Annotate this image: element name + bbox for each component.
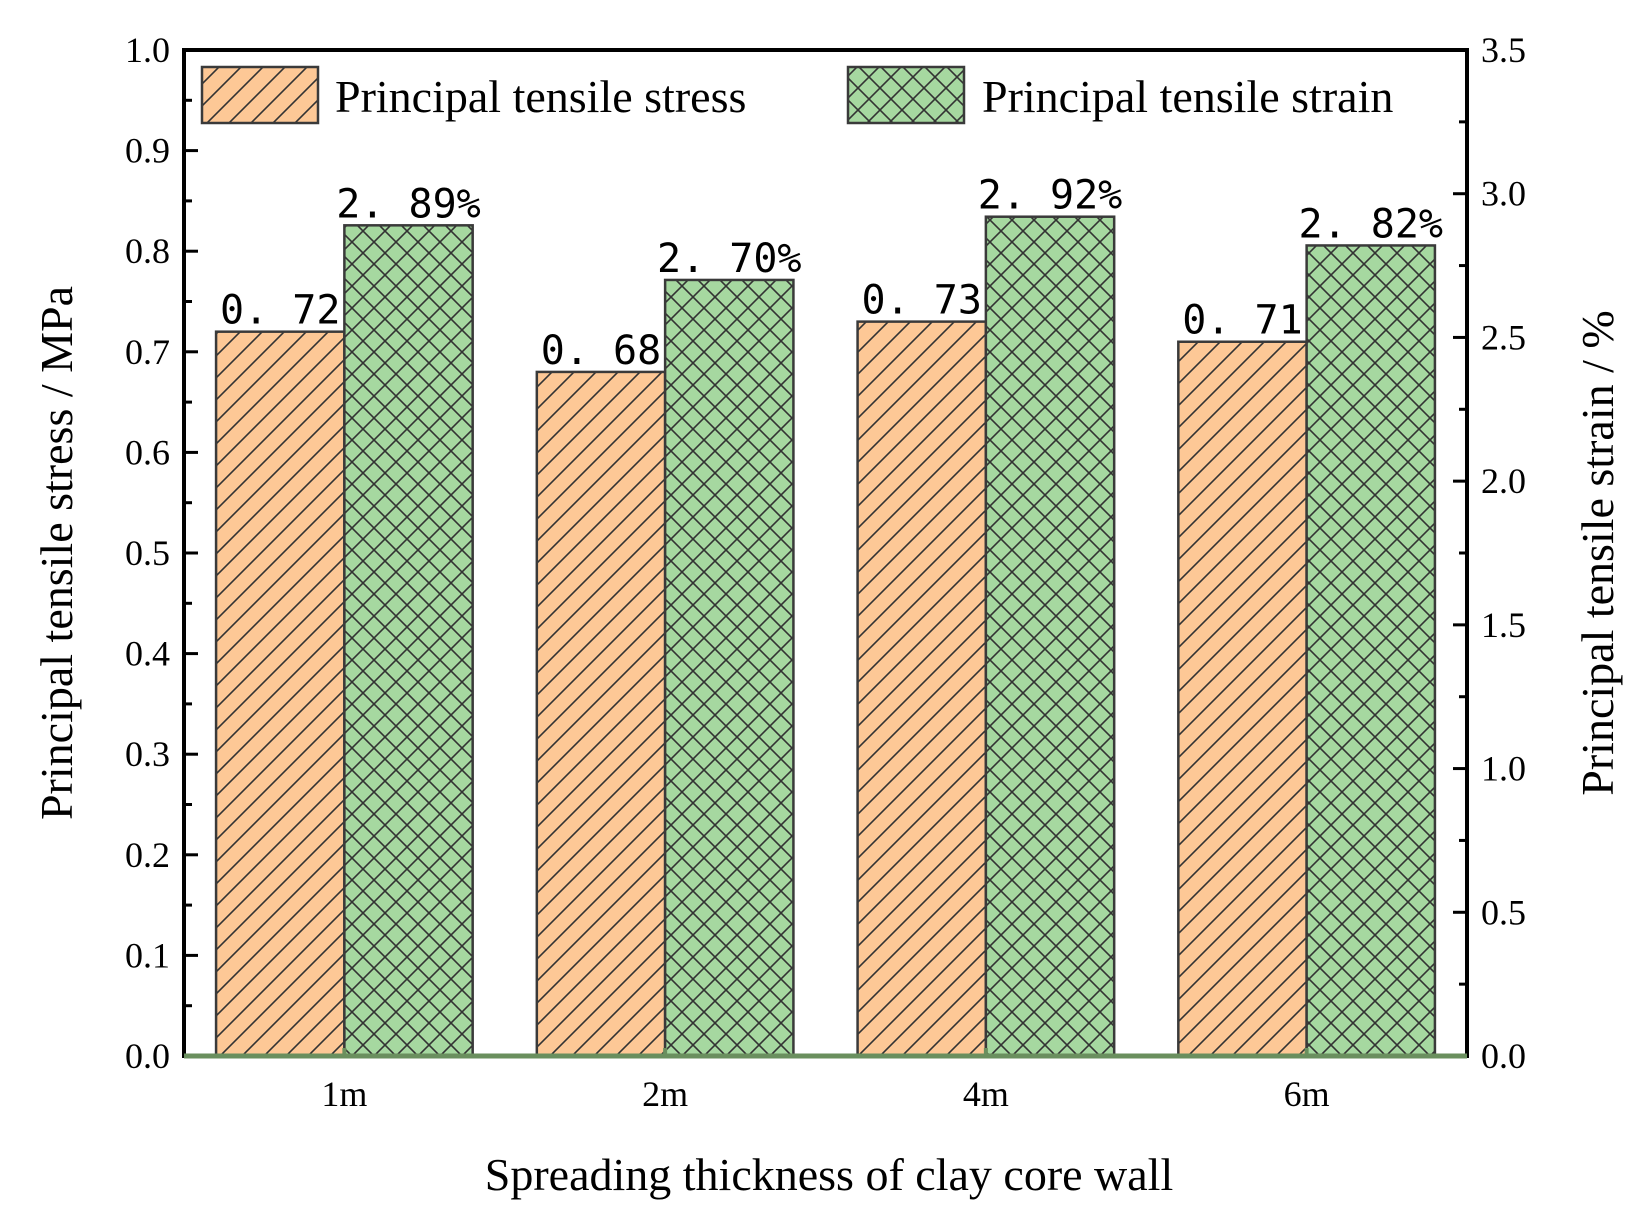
left-tick-label: 0.0 bbox=[125, 1036, 170, 1076]
right-tick-label: 3.0 bbox=[1481, 174, 1526, 214]
legend-swatch-stress bbox=[200, 65, 320, 125]
data-label-strain: 2. 92% bbox=[978, 173, 1123, 219]
bar-strain bbox=[984, 215, 1116, 1058]
bar-strain bbox=[663, 278, 795, 1058]
right-tick-label: 0.0 bbox=[1481, 1036, 1526, 1076]
left-tick-label: 0.8 bbox=[125, 231, 170, 271]
right-tick-label: 2.5 bbox=[1481, 317, 1526, 357]
left-tick-label: 0.3 bbox=[125, 734, 170, 774]
left-tick-label: 0.9 bbox=[125, 131, 170, 171]
y-axis-title-left: Principal tensile stress / MPa bbox=[31, 286, 82, 820]
right-tick-label: 0.5 bbox=[1481, 892, 1526, 932]
legend-label-stress: Principal tensile stress bbox=[335, 71, 746, 122]
right-tick-label: 3.5 bbox=[1481, 30, 1526, 70]
bars bbox=[214, 215, 1437, 1058]
x-tick-label: 4m bbox=[963, 1074, 1009, 1114]
legend-swatch-strain bbox=[846, 65, 966, 125]
left-tick-label: 0.7 bbox=[125, 332, 170, 372]
bar-strain bbox=[1305, 244, 1437, 1058]
x-tick-label: 6m bbox=[1284, 1074, 1330, 1114]
data-label-stress: 0. 73 bbox=[862, 278, 982, 324]
x-tick-label: 1m bbox=[321, 1074, 367, 1114]
x-tick-label: 2m bbox=[642, 1074, 688, 1114]
left-y-axis: 0.0 0.1 0.2 0.3 0.4 0.5 0.6 0.7 0.8 0.9 1.0 bbox=[125, 30, 198, 1076]
bar-stress bbox=[535, 370, 667, 1058]
bar-stress bbox=[1177, 340, 1308, 1058]
left-tick-label: 0.1 bbox=[125, 935, 170, 975]
data-label-stress: 0. 72 bbox=[220, 288, 340, 334]
x-axis-title: Spreading thickness of clay core wall bbox=[485, 1149, 1174, 1200]
legend: Principal tensile stress Principal tensi… bbox=[200, 65, 1393, 125]
data-label-strain: 2. 89% bbox=[336, 181, 481, 227]
left-tick-label: 0.4 bbox=[125, 634, 170, 674]
x-axis: 1m 2m 4m 6m bbox=[321, 1048, 1330, 1114]
bar-stress bbox=[856, 320, 988, 1058]
left-tick-label: 1.0 bbox=[125, 30, 170, 70]
right-tick-label: 1.0 bbox=[1481, 749, 1526, 789]
data-label-stress: 0. 71 bbox=[1182, 298, 1302, 344]
data-label-stress: 0. 68 bbox=[541, 328, 661, 374]
right-tick-label: 1.5 bbox=[1481, 605, 1526, 645]
legend-label-strain: Principal tensile strain bbox=[982, 71, 1393, 122]
right-tick-label: 2.0 bbox=[1481, 461, 1526, 501]
bar-stress bbox=[214, 330, 346, 1058]
data-label-strain: 2. 82% bbox=[1299, 201, 1444, 247]
bar-strain bbox=[343, 224, 474, 1058]
left-tick-label: 0.5 bbox=[125, 533, 170, 573]
right-y-axis: 0.0 0.5 1.0 1.5 2.0 2.5 3.0 3.5 bbox=[1453, 30, 1526, 1076]
data-labels: 0. 72 2. 89% 0. 68 2. 70% 0. 73 2. 92% 0. 71 2.… bbox=[220, 173, 1443, 374]
y-axis-title-right: Principal tensile strain / % bbox=[1572, 310, 1623, 795]
left-tick-label: 0.2 bbox=[125, 835, 170, 875]
left-tick-label: 0.6 bbox=[125, 432, 170, 472]
data-label-strain: 2. 70% bbox=[657, 236, 802, 282]
